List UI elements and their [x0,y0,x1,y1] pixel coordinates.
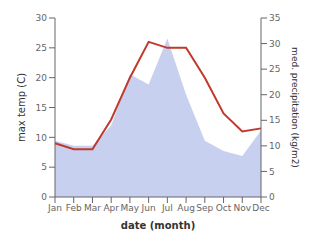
svg-text:0: 0 [41,192,47,202]
svg-text:0: 0 [269,192,275,202]
svg-text:30: 30 [269,39,281,49]
svg-text:Jul: Jul [161,203,173,213]
svg-text:Dec: Dec [252,203,269,213]
svg-text:Sep: Sep [196,203,213,213]
svg-text:date (month): date (month) [121,220,195,231]
svg-text:Mar: Mar [84,203,101,213]
svg-text:25: 25 [36,43,47,53]
svg-text:med. precipitation (kg/m2): med. precipitation (kg/m2) [290,47,300,168]
svg-text:35: 35 [269,13,280,23]
svg-text:20: 20 [269,90,281,100]
svg-text:20: 20 [36,73,48,83]
svg-text:Oct: Oct [216,203,232,213]
svg-text:25: 25 [269,64,280,74]
svg-text:5: 5 [41,162,47,172]
svg-text:10: 10 [36,133,48,143]
svg-text:Aug: Aug [177,203,195,213]
svg-text:Jan: Jan [47,203,62,213]
svg-text:15: 15 [269,115,280,125]
svg-text:10: 10 [269,141,281,151]
svg-text:Nov: Nov [233,203,251,213]
svg-text:Feb: Feb [66,203,82,213]
svg-text:May: May [121,203,140,213]
svg-text:30: 30 [36,13,48,23]
svg-text:Jun: Jun [141,203,156,213]
svg-text:5: 5 [269,167,275,177]
svg-text:max temp (C): max temp (C) [16,73,27,142]
svg-text:Apr: Apr [103,203,119,213]
svg-text:15: 15 [36,103,47,113]
